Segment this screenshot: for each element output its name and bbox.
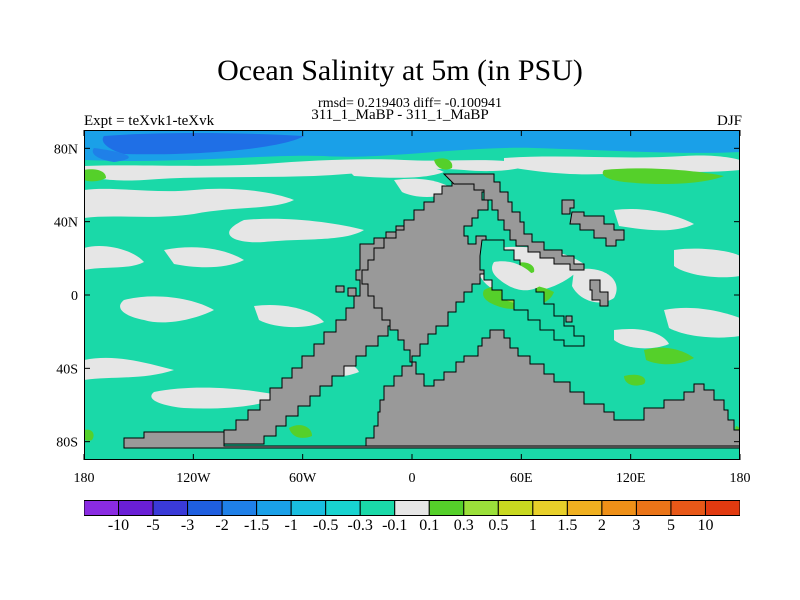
land-antarctica bbox=[123, 431, 740, 449]
colorbar-label: 1.5 bbox=[557, 517, 578, 534]
land-north-block bbox=[442, 173, 585, 271]
colorbar-label: -5 bbox=[146, 517, 160, 534]
colorbar-swatch bbox=[325, 500, 361, 516]
colorbar-label: -10 bbox=[107, 517, 130, 534]
map-title: Ocean Salinity at 5m (in PSU) bbox=[217, 54, 583, 87]
colorbar-label: 5 bbox=[666, 517, 675, 534]
colorbar-label: -1.5 bbox=[243, 517, 270, 534]
colorbar-swatch bbox=[670, 500, 706, 516]
lat-tick-label: 40N bbox=[54, 216, 78, 231]
lat-tick-label: 80S bbox=[56, 436, 78, 451]
colorbar-swatch bbox=[256, 500, 292, 516]
colorbar-label: -1 bbox=[284, 517, 298, 534]
lon-tick-label: 180 bbox=[730, 471, 751, 486]
arctic-dark-region bbox=[102, 133, 305, 155]
experiment-label: Expt = teXvk1-teXvk bbox=[84, 113, 215, 129]
colorbar-swatch bbox=[221, 500, 258, 516]
arctic-dark-region-2 bbox=[92, 148, 129, 162]
colorbar-swatch bbox=[152, 500, 189, 516]
colorbar-swatch bbox=[497, 500, 534, 516]
lat-tick-label: 40S bbox=[56, 362, 78, 377]
land-east-island-1 bbox=[561, 199, 575, 215]
land-masses bbox=[223, 173, 740, 447]
colorbar-swatch bbox=[566, 500, 603, 516]
lon-tick-label: 0 bbox=[409, 471, 416, 486]
colorbar-swatch bbox=[394, 500, 430, 516]
lon-tick-label: 120E bbox=[616, 471, 646, 486]
colorbar-label: 2 bbox=[597, 517, 606, 534]
land-strip-east bbox=[569, 211, 625, 247]
lon-tick-label: 120W bbox=[176, 471, 211, 486]
lat-tick-label: 0 bbox=[71, 289, 78, 304]
colorbar-label: 0.1 bbox=[419, 517, 440, 534]
colorbar-swatch bbox=[704, 500, 740, 516]
colorbar-swatch bbox=[601, 500, 637, 516]
colorbar-swatch bbox=[359, 500, 396, 516]
colorbar-swatch bbox=[428, 500, 465, 516]
colorbar-swatch bbox=[532, 500, 568, 516]
colorbar-label: 1 bbox=[528, 517, 537, 534]
near-zero-regions bbox=[84, 155, 740, 440]
inner-sea-fresh bbox=[492, 261, 540, 291]
colorbar-swatch bbox=[118, 500, 154, 516]
lon-tick-label: 60W bbox=[289, 471, 317, 486]
colorbar-swatch bbox=[187, 500, 223, 516]
land-east-island-2 bbox=[589, 279, 609, 307]
land-island-1 bbox=[347, 287, 357, 297]
colorbar-label: 0.3 bbox=[453, 517, 474, 534]
season-label: DJF bbox=[716, 113, 742, 129]
land-east-island-3 bbox=[565, 315, 573, 323]
lon-tick-label: 180 bbox=[74, 471, 95, 486]
lon-tick-label: 60E bbox=[510, 471, 533, 486]
lat-tick-label: 80N bbox=[54, 142, 78, 157]
stats-text: rmsd= 0.219403 diff= -0.100941 bbox=[318, 96, 502, 111]
colorbar-label: -3 bbox=[180, 517, 195, 534]
colorbar-swatch bbox=[635, 500, 672, 516]
salinity-map bbox=[84, 130, 740, 460]
colorbar-label: -0.1 bbox=[382, 517, 408, 534]
subtitle-text: 311_1_MaBP - 311_1_MaBP bbox=[311, 107, 489, 123]
colorbar-label: 0.5 bbox=[488, 517, 509, 534]
land-island-2 bbox=[335, 285, 345, 293]
colorbar-label: 3 bbox=[632, 517, 641, 534]
colorbar-swatch bbox=[463, 500, 499, 516]
colorbar-label: -2 bbox=[215, 517, 229, 534]
colorbar-label: -0.5 bbox=[313, 517, 339, 534]
colorbar-swatch bbox=[290, 500, 327, 516]
colorbar bbox=[84, 500, 740, 516]
colorbar-swatch bbox=[84, 500, 120, 516]
colorbar-label: -0.3 bbox=[347, 517, 373, 534]
colorbar-label: 10 bbox=[697, 517, 714, 534]
